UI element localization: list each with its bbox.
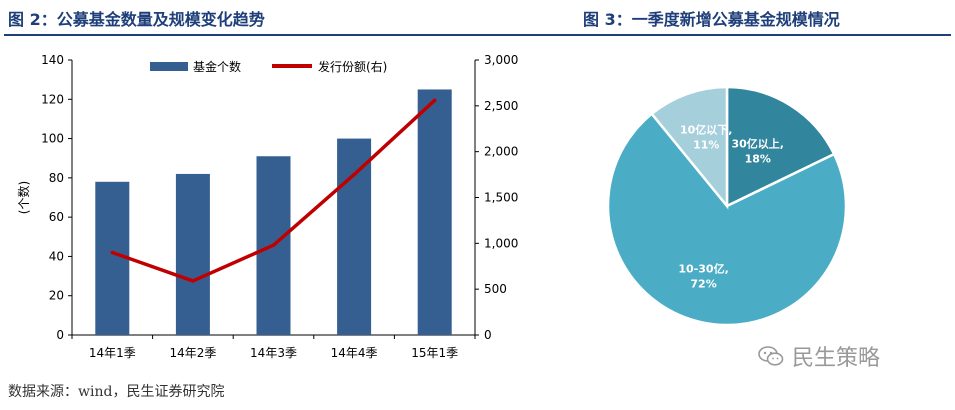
pie-slice: [650, 85, 729, 210]
right-chart-title: 图 3：一季度新增公募基金规模情况: [583, 10, 840, 29]
bar: [95, 181, 130, 335]
line-point: [110, 250, 115, 255]
y-tick-label: 140: [41, 53, 64, 67]
y-tick-label: 120: [41, 92, 64, 106]
y2-tick-label: 2,000: [484, 145, 518, 159]
y2-tick-label: 2,500: [484, 99, 518, 113]
y-tick-label: 40: [49, 249, 64, 263]
fund-count-chart: 0 20 40 60 80 100 120 140 0 500 1,000 1,500 2,000 2,5…: [16, 53, 518, 360]
title-rule: [4, 34, 951, 36]
legend-label-line: 发行份额(右): [318, 59, 387, 74]
y2-tick-label: 500: [484, 282, 507, 296]
new-fund-size-pie: 30亿以上, 18% 10-30亿, 72% 10亿以下, 11%: [606, 85, 848, 327]
line-point: [432, 98, 437, 103]
y2-tick-label: 3,000: [484, 53, 518, 67]
y-tick-label: 80: [49, 171, 64, 185]
pie-slice: [606, 112, 848, 327]
legend-swatch-bar: [150, 62, 188, 71]
left-chart-title: 图 2：公募基金数量及规模变化趋势: [8, 10, 265, 29]
x-tick-label: 14年2季: [169, 346, 216, 360]
y2-tick-label: 1,500: [484, 191, 518, 205]
watermark-text: 民生策略: [792, 346, 881, 371]
pie-label: 10亿以下,: [680, 122, 733, 136]
line-point: [191, 279, 195, 283]
legend-label-bar: 基金个数: [193, 59, 241, 74]
wechat-icon: [758, 346, 784, 366]
bar: [337, 138, 372, 335]
y2-tick-label: 1,000: [484, 236, 518, 250]
bar: [175, 173, 210, 335]
y-axis-label: (个数): [16, 181, 31, 214]
x-tick-label: 15年1季: [411, 346, 458, 360]
x-tick-label: 14年4季: [331, 346, 378, 360]
line-point: [352, 172, 356, 177]
pie-label: 10-30亿,: [678, 262, 728, 276]
y-tick-label: 0: [56, 328, 64, 342]
pie-pct: 18%: [745, 153, 771, 166]
y2-tick-label: 0: [484, 328, 492, 342]
pie-label: 30亿以上,: [732, 137, 785, 151]
pie-pct: 72%: [690, 278, 716, 291]
y-tick-label: 100: [41, 132, 64, 146]
x-tick-label: 14年3季: [250, 346, 297, 360]
pie-slice: [725, 85, 836, 208]
y-tick-label: 20: [49, 289, 64, 303]
pie-pct: 11%: [693, 138, 719, 151]
watermark: 民生策略: [758, 340, 880, 372]
line-point: [271, 243, 276, 247]
y-tick-label: 60: [49, 210, 64, 224]
x-tick-label: 14年1季: [89, 346, 136, 360]
data-source: 数据来源：wind，民生证券研究院: [8, 384, 225, 400]
bar: [417, 89, 452, 335]
